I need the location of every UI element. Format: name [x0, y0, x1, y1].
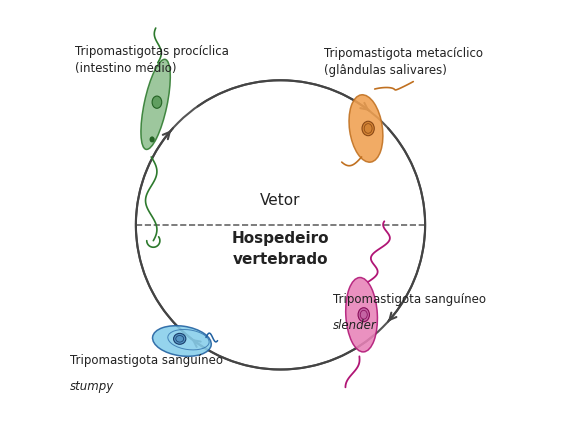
Text: Tripomastigota sanguíneo: Tripomastigota sanguíneo	[70, 354, 223, 367]
Ellipse shape	[362, 121, 374, 136]
Text: Hospedeiro
vertebrado: Hospedeiro vertebrado	[232, 231, 329, 267]
Ellipse shape	[346, 277, 378, 352]
Ellipse shape	[152, 96, 162, 108]
Ellipse shape	[153, 326, 211, 356]
Ellipse shape	[173, 333, 186, 344]
Ellipse shape	[150, 137, 154, 142]
Ellipse shape	[349, 95, 383, 162]
Text: slender: slender	[333, 319, 377, 332]
Text: Tripomastigota sanguíneo: Tripomastigota sanguíneo	[333, 293, 486, 306]
Text: Tripomastigota metacíclico
(glândulas salivares): Tripomastigota metacíclico (glândulas sa…	[324, 47, 484, 78]
Text: Tripomastigotas procíclica
(intestino médio): Tripomastigotas procíclica (intestino mé…	[75, 45, 228, 75]
Text: stumpy: stumpy	[70, 381, 114, 393]
Ellipse shape	[358, 308, 370, 322]
Text: Vetor: Vetor	[260, 193, 301, 208]
Ellipse shape	[141, 59, 171, 149]
